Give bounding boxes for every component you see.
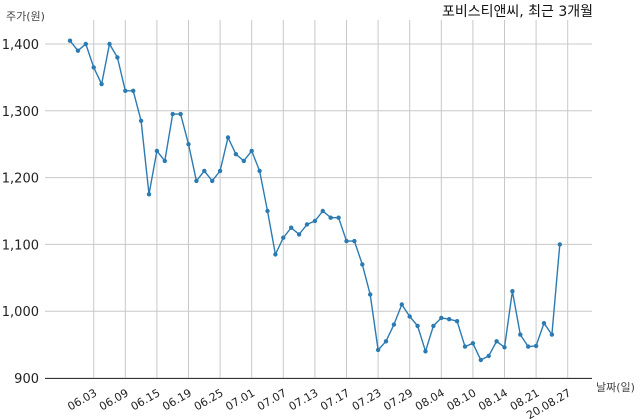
- data-point: [375, 347, 381, 353]
- data-point: [123, 88, 128, 94]
- y-tick-label: 900: [14, 372, 39, 387]
- data-point: [391, 322, 397, 327]
- data-point: [186, 142, 191, 147]
- data-point: [217, 168, 223, 174]
- data-point: [162, 158, 167, 164]
- data-point: [344, 238, 349, 244]
- data-point: [115, 55, 120, 60]
- x-tick-label: 08.14: [476, 386, 510, 413]
- data-point: [99, 81, 104, 87]
- data-point: [352, 238, 357, 244]
- data-point: [549, 332, 555, 337]
- data-point: [328, 215, 333, 220]
- data-point: [225, 135, 231, 140]
- data-point: [170, 111, 175, 117]
- x-tick-label: 07.23: [350, 386, 384, 413]
- x-tick-label: 06.09: [97, 386, 131, 413]
- data-point: [154, 148, 160, 154]
- data-point: [178, 111, 183, 117]
- y-axis-label: 주가(원): [6, 10, 45, 23]
- data-point: [131, 88, 136, 94]
- x-axis-label: 날짜(일): [596, 380, 635, 394]
- data-point: [336, 215, 341, 220]
- data-point: [510, 289, 515, 294]
- x-tick-label: 07.29: [381, 386, 415, 413]
- data-point: [281, 235, 286, 240]
- x-tick-label: 06.15: [129, 386, 163, 413]
- y-tick-label: 1,400: [2, 38, 39, 53]
- data-point: [265, 208, 270, 214]
- grid: [45, 20, 592, 379]
- data-point: [194, 178, 199, 184]
- data-point: [518, 332, 523, 337]
- y-tick-label: 1,100: [2, 238, 39, 253]
- data-point: [399, 302, 404, 307]
- x-tick-label: 07.01: [223, 386, 257, 413]
- data-point: [138, 118, 144, 124]
- data-point: [502, 345, 507, 350]
- data-point: [257, 168, 262, 174]
- chart-title: 포비스티앤씨, 최근 3개월: [442, 4, 593, 20]
- x-tick-label: 06.19: [160, 386, 194, 413]
- data-point: [304, 222, 310, 227]
- data-point: [67, 38, 73, 43]
- data-point: [210, 178, 215, 184]
- data-point: [533, 343, 539, 349]
- data-point: [273, 252, 278, 257]
- data-point: [320, 208, 325, 214]
- data-point: [360, 262, 365, 267]
- data-point: [415, 323, 420, 329]
- data-point: [557, 242, 562, 247]
- y-tick-label: 1,200: [2, 172, 39, 187]
- data-point: [494, 339, 499, 344]
- data-point: [462, 344, 468, 349]
- data-point: [241, 158, 246, 164]
- y-axis-ticks: 1,400 1,300 1,200 1,100 1,000 900: [2, 38, 39, 387]
- x-tick-label: 08.04: [413, 386, 447, 413]
- x-tick-label: 06.25: [192, 386, 226, 413]
- x-tick-label: 08.10: [445, 386, 479, 413]
- data-point: [233, 152, 239, 157]
- data-point: [541, 321, 547, 326]
- data-point: [454, 319, 460, 324]
- data-point: [486, 353, 491, 359]
- data-point: [289, 225, 294, 230]
- x-tick-label: 07.07: [255, 386, 289, 413]
- data-point: [296, 232, 302, 237]
- data-point: [383, 339, 389, 344]
- data-point: [447, 317, 452, 322]
- data-point: [423, 349, 428, 354]
- data-point: [470, 341, 476, 346]
- data-point: [407, 314, 412, 319]
- data-point: [249, 148, 254, 154]
- data-point: [83, 41, 89, 47]
- data-point: [478, 357, 483, 363]
- x-axis-ticks: 06.0306.0906.1506.1906.2507.0107.0707.13…: [65, 386, 573, 419]
- data-point: [107, 41, 112, 47]
- y-tick-label: 1,300: [2, 105, 39, 120]
- data-point: [146, 192, 152, 197]
- data-point: [431, 323, 436, 329]
- data-point: [368, 292, 373, 297]
- x-tick-label: 06.03: [65, 386, 99, 413]
- data-point: [91, 65, 96, 70]
- price-points: [67, 38, 562, 363]
- x-tick-label: 07.13: [287, 386, 321, 413]
- y-tick-label: 1,000: [2, 305, 39, 320]
- data-point: [439, 315, 444, 321]
- data-point: [312, 218, 318, 224]
- data-point: [202, 168, 207, 174]
- x-tick-label: 07.17: [318, 386, 352, 413]
- data-point: [526, 344, 531, 349]
- data-point: [75, 48, 81, 53]
